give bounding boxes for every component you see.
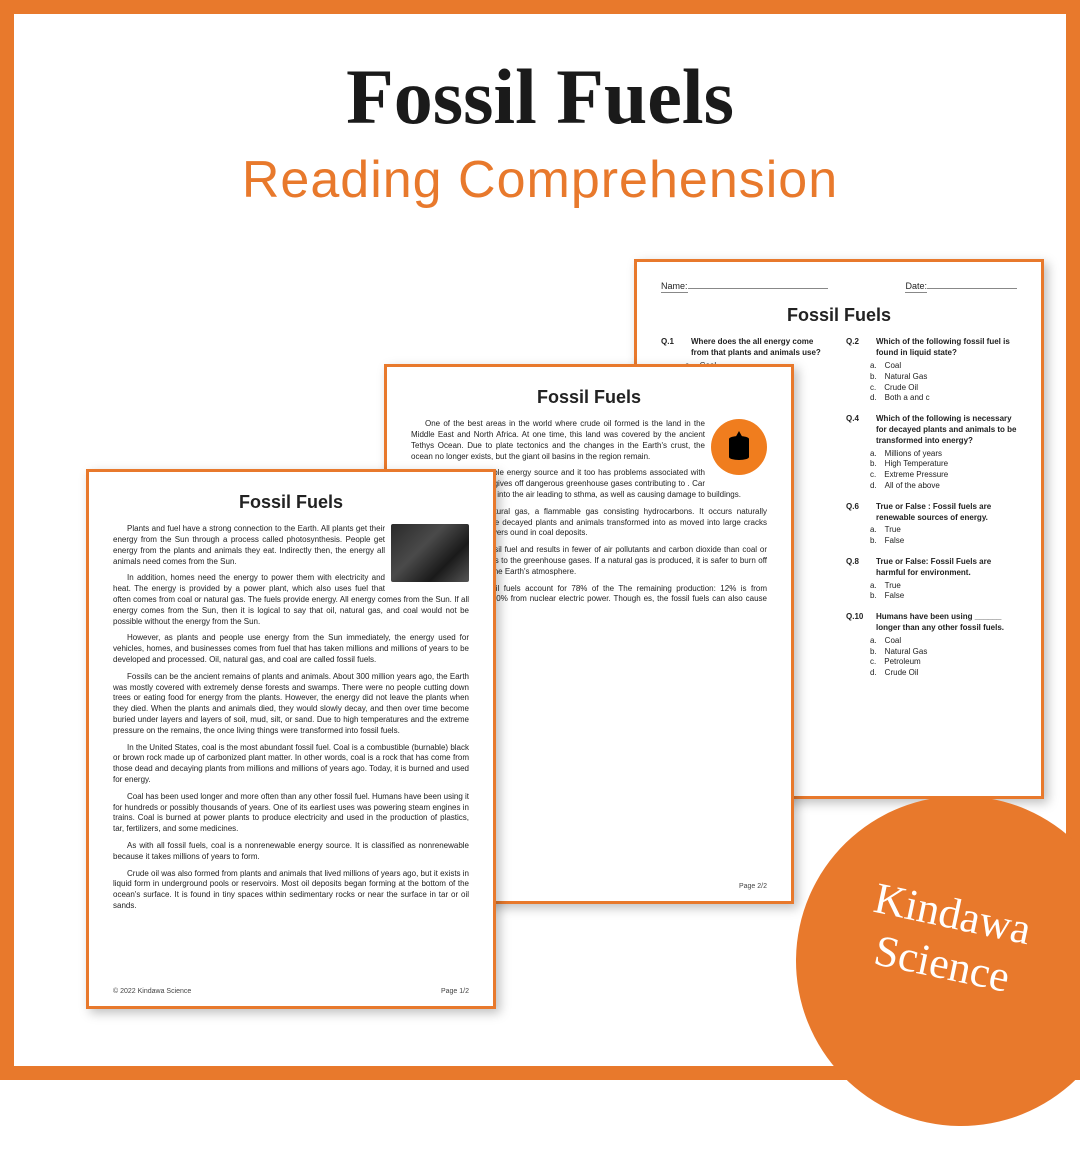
main-title: Fossil Fuels bbox=[14, 14, 1066, 142]
quiz-question: Q.6True or False : Fossil fuels are rene… bbox=[846, 502, 1017, 547]
page-number: Page 1/2 bbox=[441, 987, 469, 996]
page1-title: Fossil Fuels bbox=[113, 490, 469, 514]
quiz-question: Q.4Which of the following is necessary f… bbox=[846, 414, 1017, 492]
quiz-question: Q.2Which of the following fossil fuel is… bbox=[846, 337, 1017, 404]
page-number: Page 2/2 bbox=[739, 882, 767, 891]
name-field: Name: bbox=[661, 280, 828, 293]
body-paragraph: However, as plants and people use energy… bbox=[113, 633, 469, 665]
copyright: © 2022 Kindawa Science bbox=[113, 987, 191, 996]
body-paragraph: Crude oil was also formed from plants an… bbox=[113, 869, 469, 912]
brand-badge: Kindawa Science bbox=[765, 765, 1080, 1156]
body-paragraph: In the United States, coal is the most a… bbox=[113, 743, 469, 786]
quiz-question: Q.10Humans have been using ______ longer… bbox=[846, 612, 1017, 679]
quiz-question: Q.8True or False: Fossil Fuels are harmf… bbox=[846, 557, 1017, 602]
quiz-right-column: Q.2Which of the following fossil fuel is… bbox=[846, 337, 1017, 689]
coal-image bbox=[391, 524, 469, 582]
oil-barrel-icon bbox=[711, 419, 767, 475]
subtitle: Reading Comprehension bbox=[14, 150, 1066, 210]
page3-title: Fossil Fuels bbox=[661, 303, 1017, 327]
body-paragraph: As with all fossil fuels, coal is a nonr… bbox=[113, 841, 469, 863]
body-paragraph: Coal has been used longer and more often… bbox=[113, 792, 469, 835]
body-paragraph: Fossils can be the ancient remains of pl… bbox=[113, 672, 469, 737]
page2-title: Fossil Fuels bbox=[411, 385, 767, 409]
date-field: Date: bbox=[905, 280, 1017, 293]
worksheet-page-1: Fossil Fuels Plants and fuel have a stro… bbox=[86, 469, 496, 1009]
